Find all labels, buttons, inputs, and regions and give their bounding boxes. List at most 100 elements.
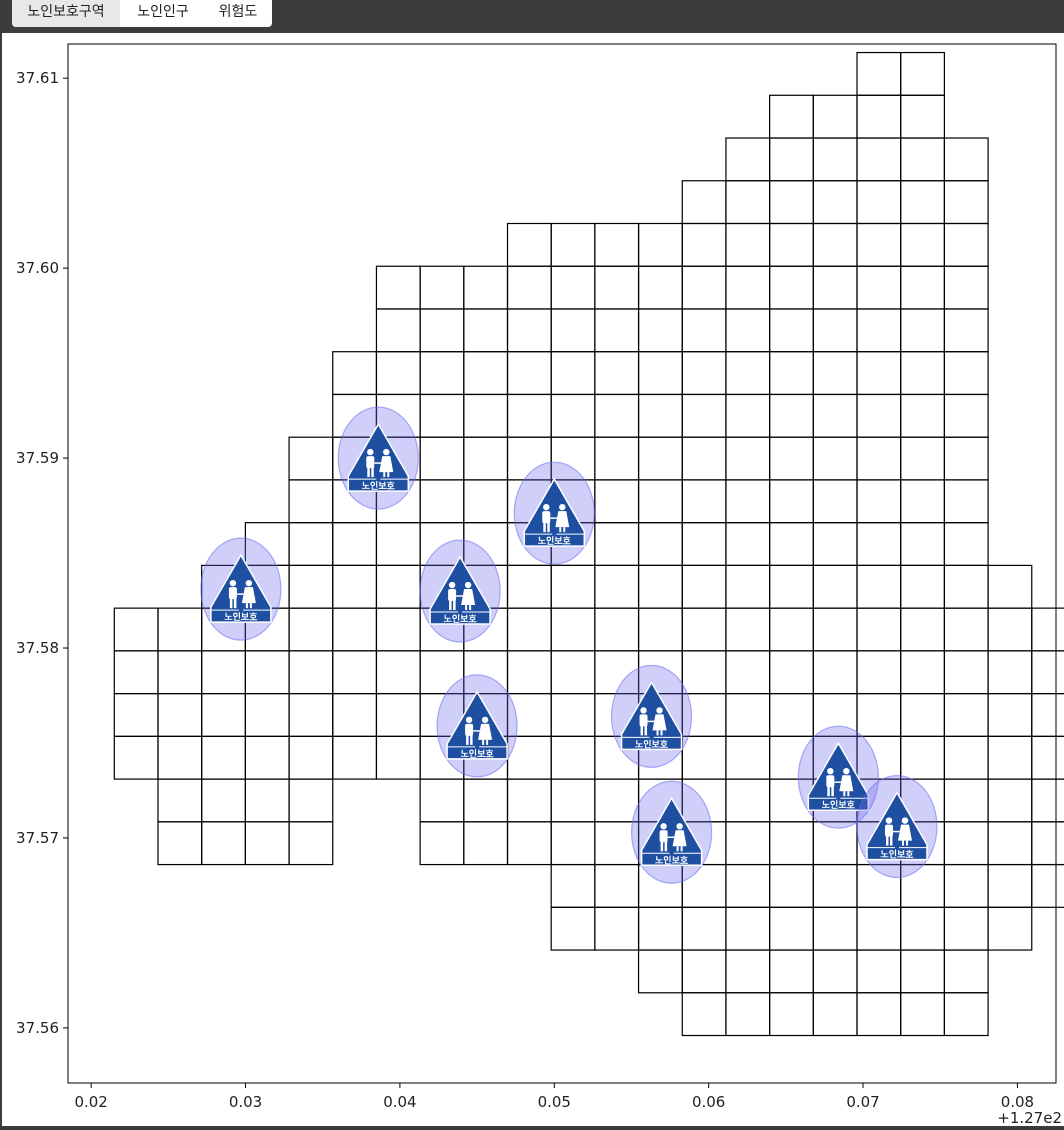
grid-cell [681, 222, 727, 267]
elderly-zone-marker: 노인보호 [436, 674, 518, 778]
grid-cell [244, 735, 290, 780]
grid-cell [288, 693, 334, 737]
grid-cell [637, 564, 683, 609]
grid-cell [375, 522, 421, 566]
grid-cell [812, 949, 858, 994]
grid-cell [681, 479, 727, 524]
grid-cell [244, 821, 290, 866]
grid-cell [900, 393, 945, 438]
grid-cell [463, 393, 509, 438]
grid-cell [157, 778, 203, 823]
grid-cell [725, 137, 771, 182]
grid-cell [419, 308, 465, 353]
grid-cell [550, 693, 596, 737]
grid-cell [594, 564, 640, 609]
elderly-zone-marker: 노인보호 [610, 664, 693, 769]
elderly-couple-icon [659, 823, 687, 852]
grid-cell [769, 265, 814, 310]
grid-cell [725, 479, 771, 524]
warning-sign-icon [523, 477, 586, 547]
y-tick-label: 37.56 [16, 1019, 59, 1037]
grid-cell [812, 265, 858, 310]
grid-cell [812, 564, 858, 609]
grid-cell [506, 351, 552, 396]
tab-risk[interactable]: 위험도 [218, 4, 258, 20]
grid-cell [856, 522, 902, 566]
grid-cell [769, 522, 814, 566]
grid-cell [769, 863, 814, 908]
grid-cell [987, 607, 1033, 652]
grid-cell [812, 906, 858, 951]
grid-cell [987, 906, 1033, 951]
grid-cell [1031, 607, 1064, 652]
grid-cell [900, 222, 945, 267]
grid-cell [900, 607, 945, 652]
grid-cell [375, 308, 421, 353]
tab-group: 노인보호구역 노인인구 위험도 [12, 0, 272, 27]
grid-cell [943, 650, 989, 695]
grid-cell [375, 351, 421, 396]
grid-cell [419, 821, 465, 866]
grid-cell [725, 650, 771, 695]
warning-sign-icon [640, 796, 703, 867]
elderly-couple-icon [448, 581, 476, 611]
grid-cell [943, 436, 989, 481]
grid-cell [681, 265, 727, 310]
sign-label: 노인보호 [538, 536, 572, 547]
grid-cell [244, 693, 290, 737]
grid-cell [769, 906, 814, 951]
grid-cell [550, 265, 596, 310]
tab-elderly-population[interactable]: 노인인구 [137, 4, 189, 20]
grid-cell [812, 393, 858, 438]
grid-cell [594, 479, 640, 524]
grid-cell [725, 778, 771, 823]
grid-cell [550, 650, 596, 695]
grid-cell [943, 180, 989, 225]
sign-label: 노인보호 [444, 614, 478, 625]
grid-cell [856, 393, 902, 438]
grid-cell [463, 265, 509, 310]
grid-cell [943, 906, 989, 951]
elderly-zone-marker: 노인보호 [856, 774, 938, 879]
grid-cell [725, 821, 771, 866]
grid-cell [769, 222, 814, 267]
grid-cell [900, 308, 945, 353]
grid-cell [769, 479, 814, 524]
warning-sign-icon [429, 555, 491, 625]
grid-cell [812, 863, 858, 908]
grid-cell [550, 351, 596, 396]
plot-frame [67, 43, 1057, 1084]
grid-cell [812, 992, 858, 1037]
grid-cell [769, 436, 814, 481]
grid-cell [201, 821, 246, 866]
grid-cell [375, 564, 421, 609]
grid-cell [594, 778, 640, 823]
tab-elderly-protection-zone[interactable]: 노인보호구역 [12, 0, 120, 27]
grid-cell [506, 308, 552, 353]
grid-cell [113, 607, 159, 652]
grid-cell [769, 607, 814, 652]
elderly-zone-marker: 노인보호 [337, 406, 419, 510]
grid-cell [637, 393, 683, 438]
grid-cell [288, 479, 334, 524]
grid-cell [769, 949, 814, 994]
grid-cell [594, 607, 640, 652]
x-tick-label: 0.07 [846, 1093, 879, 1111]
grid-cell [419, 351, 465, 396]
grid-cell [900, 522, 945, 566]
grid-cell [1031, 735, 1064, 780]
grid-cell [943, 479, 989, 524]
grid-cell [856, 94, 902, 139]
grid-cell [463, 351, 509, 396]
grid-cell [375, 693, 421, 737]
grid-cell [856, 308, 902, 353]
grid-cell [550, 308, 596, 353]
grid-cell [419, 778, 465, 823]
grid-cell [506, 265, 552, 310]
grid-cell [725, 222, 771, 267]
axes: 0.02 0.03 0.04 0.05 0.06 0.07 0.08 37.56 37.57 37… [16, 43, 1062, 1127]
grid-cell [856, 222, 902, 267]
grid-cell [725, 992, 771, 1037]
elderly-zone-marker: 노인보호 [513, 461, 595, 565]
grid-cell [943, 778, 989, 823]
